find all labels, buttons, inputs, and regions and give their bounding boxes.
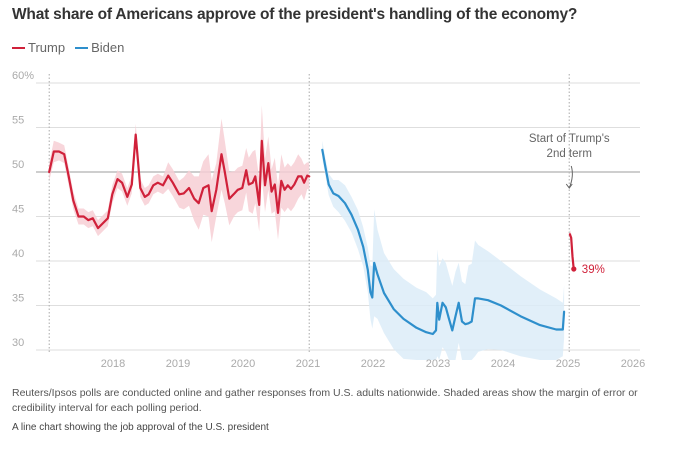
chart-title: What share of Americans approve of the p… [12, 6, 578, 23]
annotations: Start of Trump's 2nd term 39% [529, 133, 610, 276]
legend-item-trump: Trump [12, 40, 65, 55]
footnote: Reuters/Ipsos polls are conducted online… [12, 387, 638, 414]
band-biden [322, 140, 565, 360]
y-tick-label-50: 50 [12, 159, 24, 171]
latest-value-label: 39% [582, 264, 605, 276]
x-tick-label-2023: 2023 [426, 358, 450, 370]
y-tick-label-40: 40 [12, 248, 24, 260]
legend-label-biden: Biden [91, 40, 125, 55]
x-tick-label-2026: 2026 [621, 358, 645, 370]
x-tick-label-2020: 2020 [231, 358, 255, 370]
y-tick-label-45: 45 [12, 204, 24, 216]
series-line-trump-2nd-term- [568, 233, 575, 271]
y-tick-label-35: 35 [12, 293, 24, 305]
chart-description: A line chart showing the job approval of… [12, 422, 269, 433]
latest-value-dot [571, 266, 577, 272]
series-line-trump [48, 133, 311, 230]
legend-label-trump: Trump [28, 40, 66, 55]
legend-item-biden: Biden [75, 40, 124, 55]
series-lines [48, 133, 575, 336]
reference-lines [48, 74, 570, 352]
y-tick-label-55: 55 [12, 115, 24, 127]
series-line-biden [321, 148, 566, 336]
legend-swatch-trump [12, 46, 25, 49]
annotation-arrowhead [565, 183, 573, 189]
x-tick-label-2021: 2021 [296, 358, 320, 370]
annotation-arrow [568, 165, 573, 189]
legend-swatch-biden [75, 46, 89, 49]
x-tick-label-2019: 2019 [166, 358, 190, 370]
y-tick-label-60: 60% [12, 70, 34, 82]
annotation-text-line-1: 2nd term [547, 148, 592, 160]
x-axis-labels: 2018 2019 2020 2021 2022 2023 2024 2025 2026 [101, 358, 645, 370]
line-chart: 30 35 40 45 50 55 60% 2018 2019 2020 2021 2022 2023… [12, 70, 645, 370]
legend: Trump Biden [12, 40, 124, 55]
x-tick-label-2025: 2025 [556, 358, 580, 370]
confidence-bands [49, 105, 574, 360]
x-tick-label-2022: 2022 [361, 358, 385, 370]
x-tick-label-2018: 2018 [101, 358, 125, 370]
y-axis-labels: 30 35 40 45 50 55 60% [12, 70, 34, 349]
band-trump [49, 105, 310, 243]
annotation-text-line-0: Start of Trump's [529, 133, 610, 145]
y-tick-label-30: 30 [12, 337, 24, 349]
x-tick-label-2024: 2024 [491, 358, 515, 370]
